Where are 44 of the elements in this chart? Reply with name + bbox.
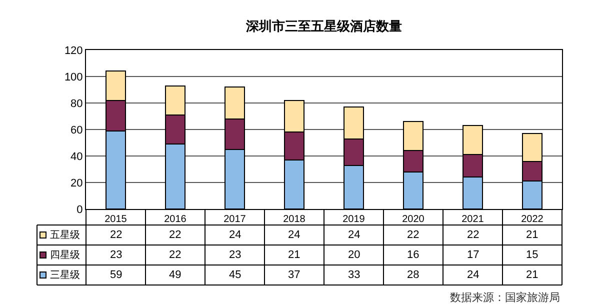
legend-label: 四星级 — [50, 249, 80, 261]
x-tick-label: 2022 — [521, 214, 544, 225]
y-tick-label: 120 — [64, 44, 83, 57]
data-label: 24 — [229, 229, 242, 241]
data-label: 22 — [110, 229, 122, 241]
data-label: 37 — [288, 269, 300, 281]
data-label: 45 — [229, 269, 242, 281]
x-tick-label: 2021 — [462, 214, 484, 225]
legend-label: 三星级 — [50, 269, 80, 281]
data-label: 49 — [169, 269, 182, 281]
data-label: 16 — [407, 249, 420, 261]
data-label: 21 — [288, 249, 300, 261]
data-label: 24 — [348, 229, 360, 241]
data-label: 20 — [348, 249, 360, 261]
y-tick-label: 80 — [70, 98, 83, 110]
data-label: 21 — [526, 229, 538, 241]
y-tick-label: 20 — [70, 177, 83, 190]
x-tick-label: 2016 — [164, 214, 187, 225]
data-label: 17 — [467, 249, 480, 261]
data-label: 23 — [110, 249, 122, 261]
data-label: 24 — [288, 229, 300, 241]
data-label: 24 — [467, 269, 480, 281]
data-label: 21 — [526, 269, 538, 281]
y-tick-label: 100 — [64, 71, 83, 84]
y-tick-label: 60 — [70, 124, 83, 136]
chart-title: 深圳市三至五星级酒店数量 — [245, 18, 402, 34]
x-tick-label: 2018 — [283, 214, 306, 225]
data-label: 22 — [169, 229, 182, 241]
data-label: 22 — [407, 229, 420, 241]
data-label: 22 — [169, 249, 182, 261]
x-tick-label: 2019 — [342, 214, 366, 225]
data-label: 22 — [467, 229, 480, 241]
y-tick-label: 0 — [76, 204, 83, 216]
x-tick-label: 2020 — [402, 214, 425, 225]
source-note: 数据来源：国家旅游局 — [450, 291, 560, 304]
x-tick-label: 2017 — [224, 214, 246, 225]
legend-label: 五星级 — [50, 229, 80, 241]
data-label: 28 — [407, 269, 420, 281]
data-label: 33 — [348, 269, 360, 281]
data-label: 59 — [110, 269, 122, 281]
y-tick-label: 40 — [70, 150, 83, 163]
data-label: 23 — [229, 249, 242, 261]
x-tick-label: 2015 — [104, 214, 128, 225]
data-label: 15 — [526, 249, 538, 261]
